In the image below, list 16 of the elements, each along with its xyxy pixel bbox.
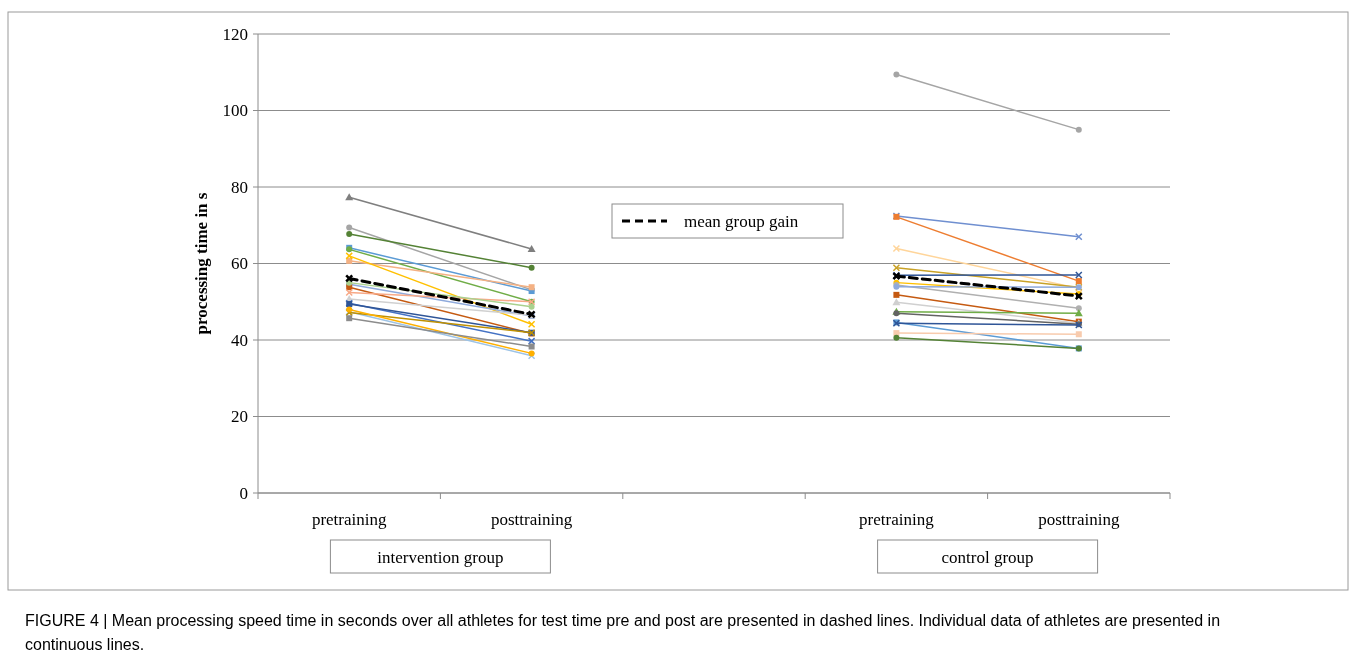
caption: FIGURE 4 | Mean processing speed time in seconds over all athletes for test time pre and post are presented in dashed lines. Individual data of athletes are presented in continuous lines. xyxy=(25,612,1221,653)
x-tick-label: posttraining xyxy=(1038,510,1120,529)
x-tick-label: posttraining xyxy=(490,510,573,529)
y-tick-label: 80 xyxy=(231,177,248,197)
y-axis-title: processing time in s xyxy=(192,192,211,335)
x-tick-label: pretraining xyxy=(311,510,387,529)
y-tick-label: 60 xyxy=(231,254,248,274)
y-tick-label: 120 xyxy=(222,24,248,44)
y-tick-label: 100 xyxy=(222,101,248,121)
legend-label: mean group gain xyxy=(684,211,799,231)
y-tick-label: 40 xyxy=(231,330,248,350)
y-tick-label: 0 xyxy=(239,483,248,503)
y-tick-label: 20 xyxy=(231,407,248,427)
x-tick-label: pretraining xyxy=(859,510,935,529)
text: intervention group xyxy=(377,547,504,567)
text: control group xyxy=(941,547,1034,567)
